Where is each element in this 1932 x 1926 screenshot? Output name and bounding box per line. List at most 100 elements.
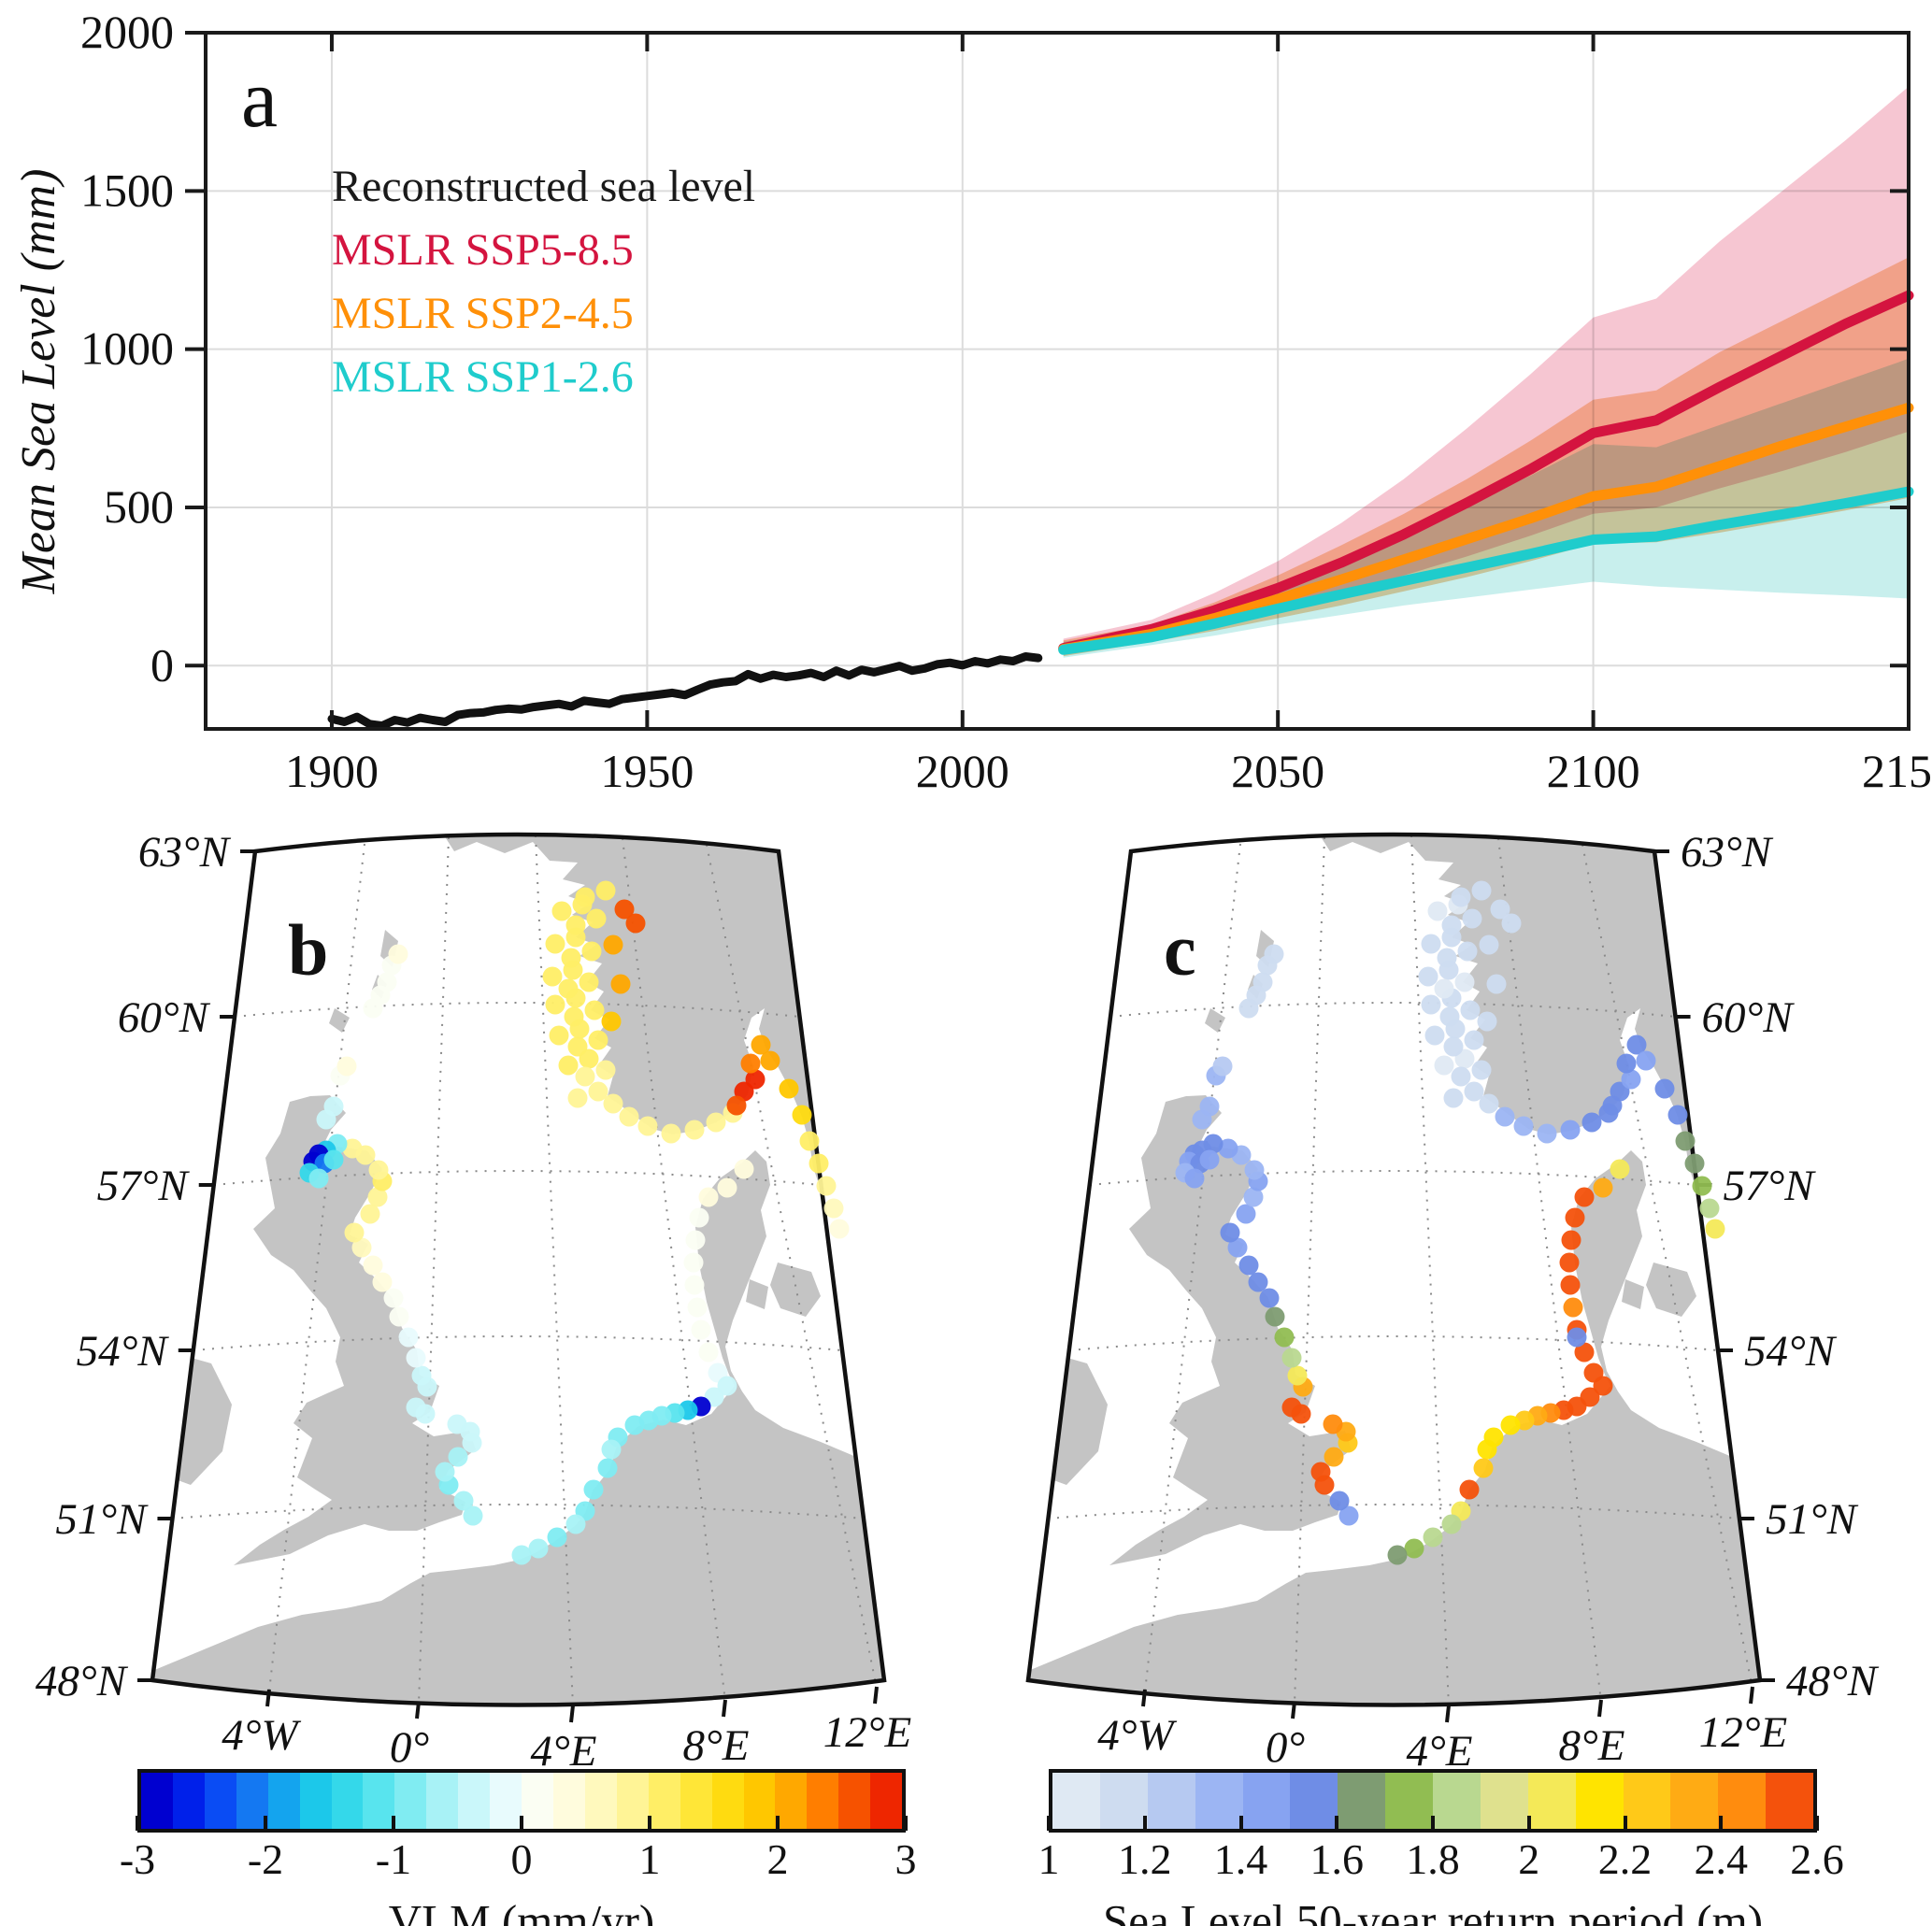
station-dot xyxy=(1479,1093,1499,1114)
station-dot xyxy=(1310,1462,1331,1482)
station-dot xyxy=(545,934,565,954)
station-dot xyxy=(323,1149,344,1170)
station-dot xyxy=(684,1275,705,1295)
station-dot xyxy=(542,966,563,987)
station-dot xyxy=(1264,944,1284,964)
lon-label: 4°E xyxy=(530,1727,596,1769)
station-dot xyxy=(1421,994,1441,1015)
lon-tick xyxy=(1291,1701,1296,1719)
x-tick-label: 2000 xyxy=(916,745,1009,797)
lat-label: 63°N xyxy=(138,828,232,877)
station-dot xyxy=(1238,1255,1259,1276)
map-border xyxy=(150,832,887,1707)
colorbar-segment xyxy=(1623,1773,1671,1829)
station-dot xyxy=(367,1187,388,1207)
station-dot xyxy=(717,1177,737,1198)
lat-label: 60°N xyxy=(1702,993,1796,1042)
lat-label: 57°N xyxy=(1723,1162,1816,1210)
station-dot xyxy=(1218,1138,1238,1159)
station-dot xyxy=(1457,941,1478,962)
station-dot xyxy=(528,1538,549,1559)
lon-tick xyxy=(873,1686,879,1705)
station-dot xyxy=(1574,1187,1595,1207)
colorbar-segment xyxy=(1527,1773,1576,1829)
land-group xyxy=(1028,835,1760,1705)
land-polygon xyxy=(1313,835,1760,1248)
station-dot xyxy=(799,1131,820,1151)
data-lines xyxy=(327,290,1914,731)
colorbar-tick-label: -2 xyxy=(247,1835,284,1883)
station-dots xyxy=(1175,880,1725,1565)
station-dot xyxy=(1220,1222,1240,1243)
colorbar-tick-mark xyxy=(1719,1816,1724,1831)
station-dot xyxy=(625,913,646,934)
station-dot xyxy=(603,1093,623,1114)
station-dot xyxy=(1616,1053,1637,1074)
lon-label: 4°E xyxy=(1406,1727,1472,1769)
colorbar-segment xyxy=(775,1773,808,1829)
colorbar-segment xyxy=(1718,1773,1767,1829)
colorbar-tick-label: 2.4 xyxy=(1694,1835,1749,1883)
station-dot xyxy=(1281,1397,1302,1418)
station-dot xyxy=(1404,1538,1424,1559)
lon-tick xyxy=(1749,1686,1754,1705)
uncertainty-bands xyxy=(1063,86,1909,658)
station-dot xyxy=(565,1514,586,1534)
station-dot xyxy=(1459,1479,1480,1500)
lat-label: 57°N xyxy=(97,1162,191,1210)
colorbar-segment xyxy=(838,1773,871,1829)
station-dot xyxy=(368,1160,389,1180)
station-dot xyxy=(561,948,581,968)
lat-label: 54°N xyxy=(77,1327,170,1376)
colorbar-segment xyxy=(331,1773,364,1829)
colorbar-segment xyxy=(1195,1773,1243,1829)
colorbar-tick-mark xyxy=(1142,1816,1147,1831)
parallel-line xyxy=(234,1002,801,1018)
station-dot xyxy=(1238,998,1259,1019)
plot-border xyxy=(204,31,1911,731)
colorbar-segment xyxy=(458,1773,491,1829)
station-dot xyxy=(1199,1149,1220,1170)
colorbar-tick-mark xyxy=(1047,1816,1051,1831)
projection-line-MSLR SSP5-8.5 xyxy=(1058,290,1914,654)
vlm-colorbar-block: -3 -2 -1 0 1 2 3 VLM (mm/yr) xyxy=(120,1769,917,1926)
station-dot xyxy=(595,880,616,901)
parallel-line xyxy=(1089,1170,1697,1186)
axes xyxy=(185,31,1911,731)
colorbar-segment xyxy=(1385,1773,1433,1829)
station-dot xyxy=(389,1306,409,1327)
station-dot xyxy=(1427,901,1448,921)
graticule xyxy=(171,835,878,1705)
station-dot xyxy=(684,1120,705,1140)
station-dot xyxy=(1621,1069,1641,1090)
station-dot xyxy=(1184,1168,1205,1189)
colorbar-segment xyxy=(267,1773,300,1829)
lon-label: 0° xyxy=(390,1723,430,1769)
station-dot xyxy=(1560,1275,1581,1295)
panel-c-map: 63°N 60°N 57°N 54°N 51°N 48°N 4°W 0° 4°E 8°E 12°E c xyxy=(1025,828,1880,1769)
colorbar-segment xyxy=(204,1773,236,1829)
station-dot xyxy=(323,1096,344,1117)
station-dot xyxy=(398,1327,419,1348)
x-tick-label: 2100 xyxy=(1547,745,1640,797)
colorbar-tick-label: 1.2 xyxy=(1118,1835,1172,1883)
colorbar-tick-label: -3 xyxy=(119,1835,156,1883)
colorbar-tick-label: 2.6 xyxy=(1790,1835,1844,1883)
station-dot xyxy=(1259,1288,1280,1308)
legend-item-4: MSLR SSP1-2.6 xyxy=(332,352,634,402)
station-dot xyxy=(685,1230,706,1250)
lon-tick xyxy=(569,1705,575,1723)
station-dot xyxy=(726,1095,747,1116)
station-dot xyxy=(740,1053,761,1074)
land-polygon xyxy=(1028,1150,1760,1705)
colorbar-tick-mark xyxy=(391,1816,395,1831)
projection-line-MSLR SSP1-2.6 xyxy=(1058,486,1914,655)
station-dot xyxy=(1471,1060,1492,1080)
station-dot xyxy=(558,1055,579,1076)
y-tick-label: 2000 xyxy=(80,6,174,58)
station-dot xyxy=(558,978,579,999)
station-dot xyxy=(1324,1447,1344,1467)
station-dot xyxy=(601,1439,622,1460)
station-dots xyxy=(299,880,850,1565)
